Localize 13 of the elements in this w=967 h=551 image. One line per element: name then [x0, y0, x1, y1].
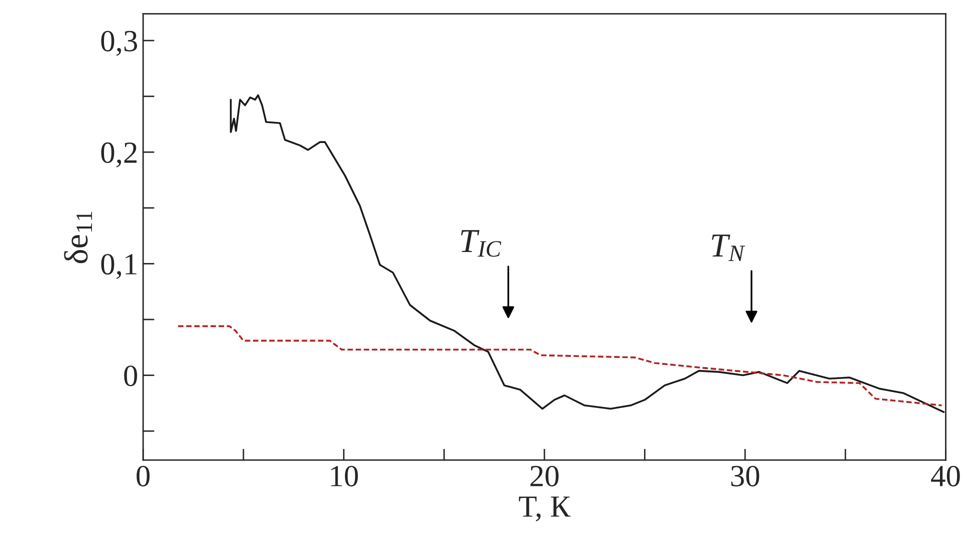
annotation: T$_{N}$ — [712, 234, 746, 262]
y-tick-label: 0 — [124, 366, 138, 386]
y-tick-label: 0,3 — [101, 30, 138, 56]
y-tick-label: 0,1 — [101, 254, 136, 280]
line-series — [177, 325, 943, 406]
x-tick-label: 40 — [931, 466, 960, 486]
y-axis-title: δe$_{11}$ — [64, 212, 92, 264]
x-tick-label: 10 — [331, 466, 358, 486]
x-tick-label: 30 — [731, 466, 760, 486]
annotation: T$_{IC}$ — [461, 230, 502, 257]
x-tick-label: 20 — [530, 466, 559, 486]
x-axis-title: T, К — [518, 496, 571, 522]
y-tick-label: 0,2 — [101, 142, 137, 168]
